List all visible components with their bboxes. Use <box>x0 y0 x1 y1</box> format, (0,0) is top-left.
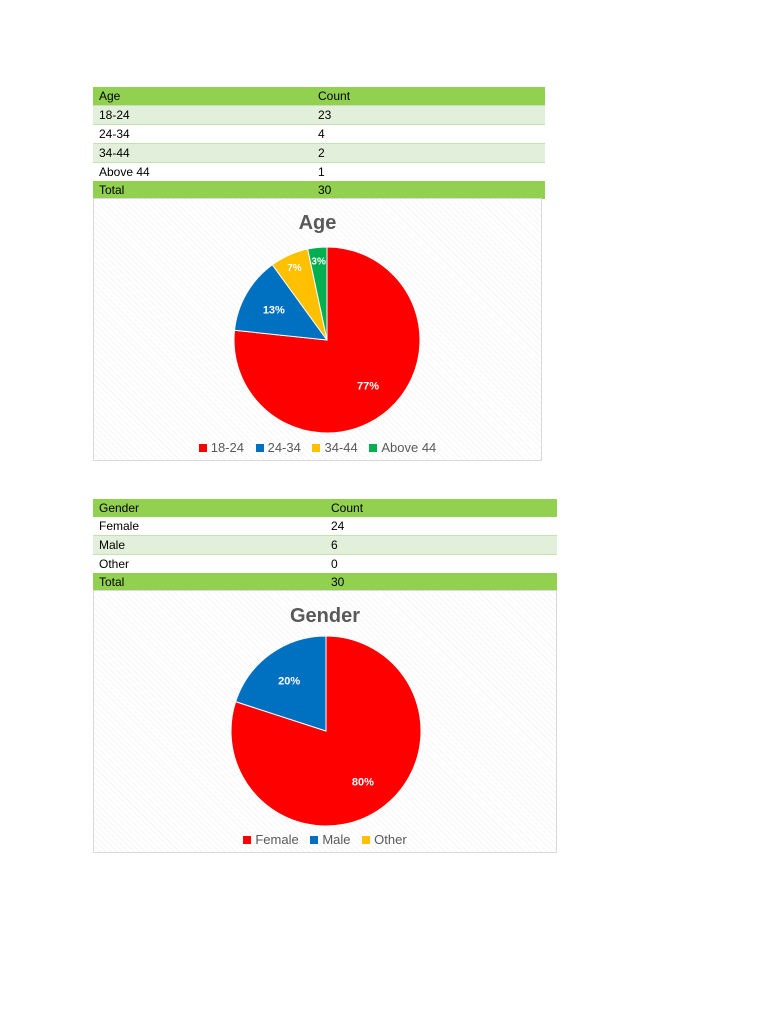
pie-slice-18-24 <box>233 246 421 434</box>
age-table-total-row: Total 30 <box>93 181 545 199</box>
header-cell: Count <box>325 499 557 517</box>
table-cell: Above 44 <box>93 162 312 181</box>
legend-swatch <box>243 836 252 844</box>
legend-label: Other <box>374 832 407 847</box>
table-cell: Female <box>93 517 325 536</box>
legend-label: 24-34 <box>267 440 301 455</box>
pie-slice-male <box>235 635 327 732</box>
legend-swatch <box>255 444 264 452</box>
header-cell: Count <box>312 87 545 106</box>
table-cell: 0 <box>325 554 557 573</box>
age-table: Age Count 18-24 23 24-34 4 34-44 2 Above… <box>93 87 545 199</box>
table-row: Male 6 <box>93 535 557 555</box>
pie-slice-24-34 <box>233 264 329 341</box>
legend-swatch <box>369 444 378 452</box>
table-row: Other 0 <box>93 554 557 573</box>
data-label: 80% <box>352 777 374 789</box>
table-cell: 34-44 <box>93 143 312 163</box>
table-cell: 4 <box>312 124 545 144</box>
age-table-header: Age Count <box>93 87 545 106</box>
legend-label: Female <box>255 832 299 847</box>
legend-label: Male <box>322 832 351 847</box>
table-cell: 2 <box>312 143 545 163</box>
age-legend: 18-24 24-34 34-44 Above 44 <box>94 440 541 455</box>
legend-label: Above 44 <box>381 440 437 455</box>
table-cell: 24-34 <box>93 124 312 144</box>
legend-item: Male <box>310 832 351 847</box>
table-cell: 18-24 <box>93 105 312 125</box>
legend-swatch <box>310 836 319 844</box>
gender-table: Gender Count Female 24 Male 6 Other 0 To… <box>93 499 557 591</box>
table-cell: 24 <box>325 517 557 536</box>
gender-chart-title: Gender <box>289 605 361 627</box>
legend-label: 34-44 <box>324 440 358 455</box>
legend-item: 18-24 <box>198 440 244 455</box>
legend-label: 18-24 <box>210 440 244 455</box>
table-cell: 23 <box>312 105 545 125</box>
table-cell: 6 <box>325 535 557 555</box>
pie-slice-above-44 <box>307 246 328 341</box>
data-label: 13% <box>263 304 285 316</box>
gender-chart-panel: Gender 80% 20% Female Male Other <box>93 590 557 853</box>
legend-swatch <box>198 444 207 452</box>
gender-table-total-row: Total 30 <box>93 573 557 591</box>
table-row: 34-44 2 <box>93 143 545 163</box>
total-label: Total <box>93 181 312 199</box>
legend-item: Other <box>362 832 407 847</box>
legend-item: Female <box>243 832 299 847</box>
data-label: 20% <box>278 675 300 687</box>
age-pie-chart: 77% 13% 7% 3% <box>233 246 421 434</box>
legend-item: 24-34 <box>255 440 301 455</box>
legend-swatch <box>312 444 321 452</box>
gender-pie-chart: 80% 20% <box>230 635 422 827</box>
total-value: 30 <box>325 573 557 591</box>
age-chart-panel: Age 77% 13% 7% 3% 18-24 24-34 34-44 Above 4… <box>93 198 542 461</box>
gender-legend: Female Male Other <box>94 832 556 847</box>
total-value: 30 <box>312 181 545 199</box>
table-cell: Other <box>93 554 325 573</box>
age-chart-title: Age <box>298 212 337 234</box>
table-row: 24-34 4 <box>93 124 545 144</box>
table-cell: Male <box>93 535 325 555</box>
data-label: 3% <box>311 256 326 267</box>
data-label: 7% <box>287 263 302 274</box>
table-row: Female 24 <box>93 517 557 536</box>
legend-item: 34-44 <box>312 440 358 455</box>
header-cell: Age <box>93 87 312 106</box>
table-cell: 1 <box>312 162 545 181</box>
table-row: 18-24 23 <box>93 105 545 125</box>
legend-item: Above 44 <box>369 440 436 455</box>
total-label: Total <box>93 573 325 591</box>
data-label: 77% <box>357 381 379 393</box>
gender-table-header: Gender Count <box>93 499 557 517</box>
legend-swatch <box>362 836 371 844</box>
table-row: Above 44 1 <box>93 162 545 181</box>
header-cell: Gender <box>93 499 325 517</box>
